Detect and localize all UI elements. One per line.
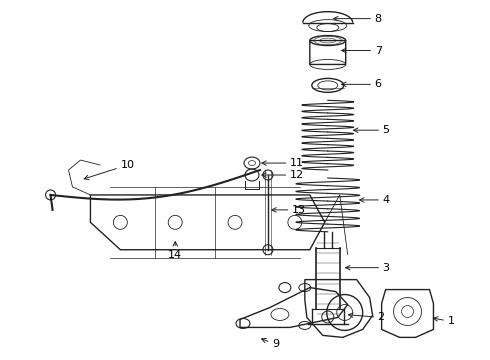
Text: 4: 4 — [360, 195, 390, 205]
Text: 1: 1 — [433, 316, 454, 327]
Text: 5: 5 — [354, 125, 390, 135]
Text: 14: 14 — [168, 242, 182, 260]
Text: 13: 13 — [272, 205, 306, 215]
Text: 11: 11 — [262, 158, 304, 168]
Text: 12: 12 — [262, 170, 304, 180]
Text: 8: 8 — [334, 14, 382, 24]
Text: 3: 3 — [345, 263, 390, 273]
Text: 7: 7 — [342, 45, 382, 55]
Text: 9: 9 — [262, 338, 279, 349]
Text: 6: 6 — [342, 79, 382, 89]
Text: 10: 10 — [84, 160, 134, 180]
Text: 2: 2 — [348, 312, 385, 323]
